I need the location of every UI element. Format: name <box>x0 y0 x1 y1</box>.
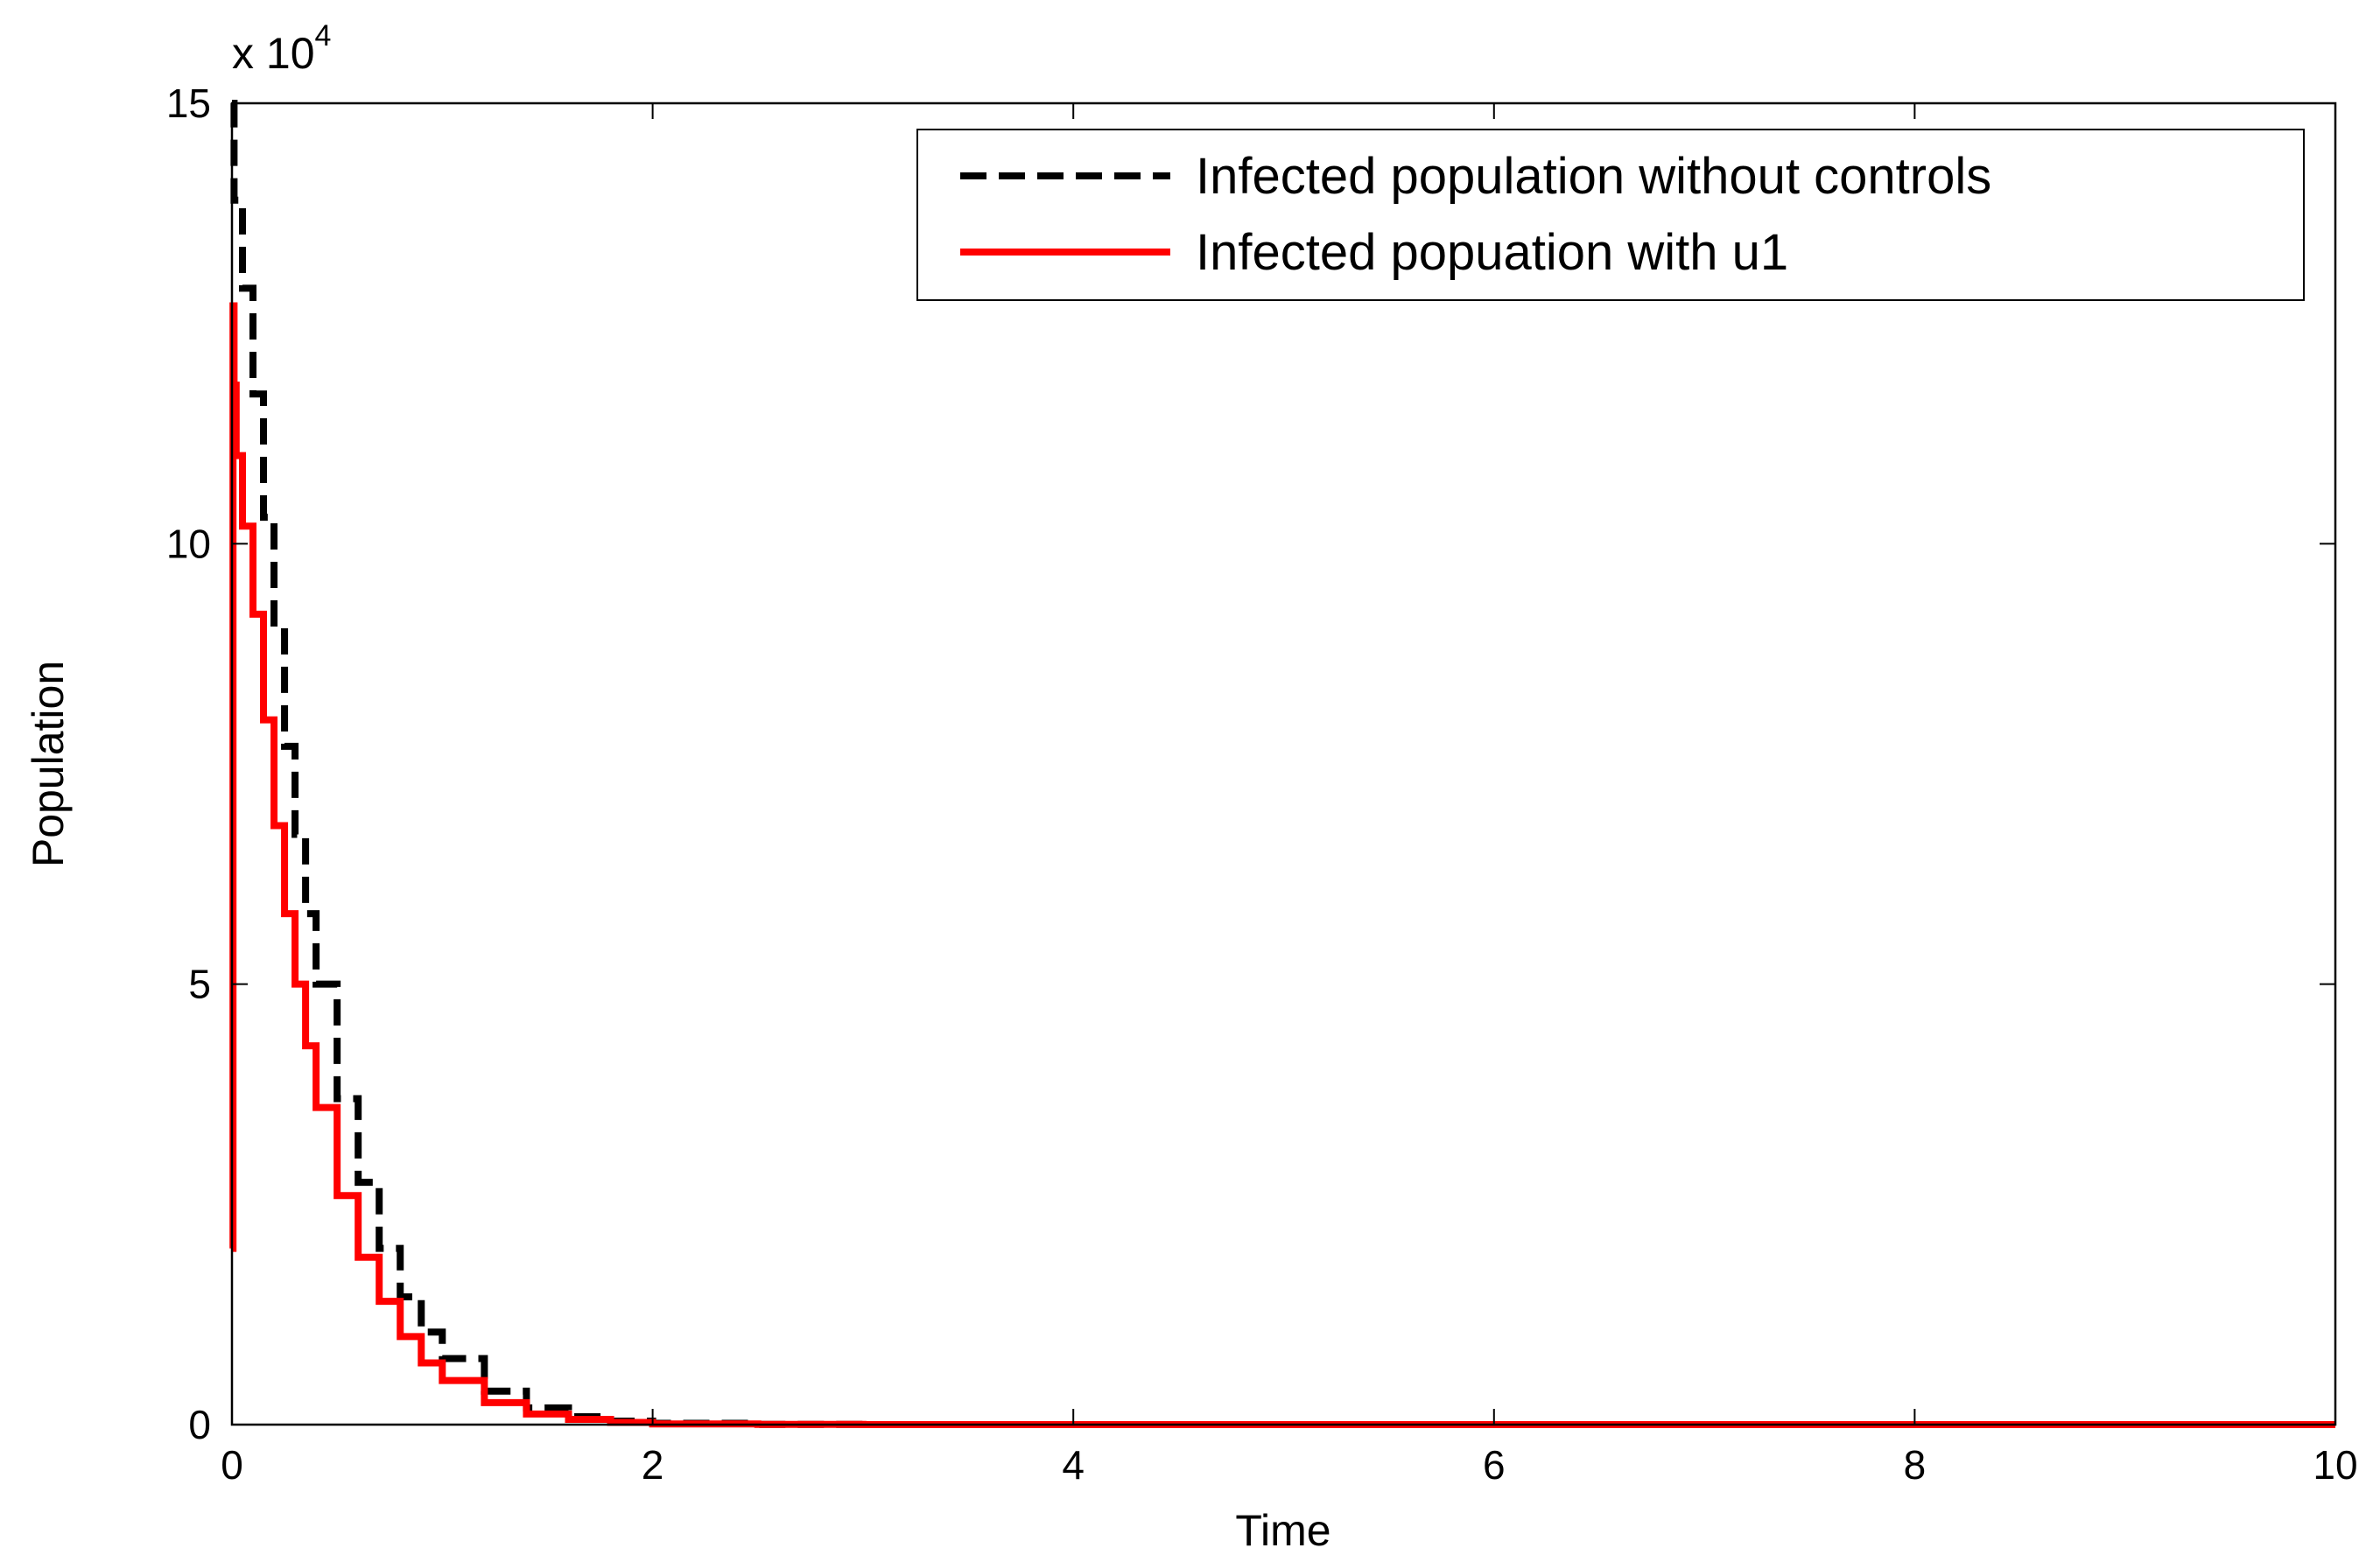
legend: Infected population without controls Inf… <box>916 129 2305 301</box>
x-tick-label-10: 10 <box>2313 1442 2357 1488</box>
y-tick-label-0: 0 <box>188 1402 211 1447</box>
y-tick-label-15: 15 <box>166 81 211 126</box>
legend-label-with-u1: Infected popuation with u1 <box>1196 224 1788 281</box>
x-tick-label-2: 2 <box>642 1442 664 1488</box>
x-tick-label-8: 8 <box>1904 1442 1927 1488</box>
x-tick-label-4: 4 <box>1062 1442 1085 1488</box>
ticks-layer: 0 2 4 6 8 10 0 5 10 15 <box>166 81 2358 1488</box>
x-tick-label-6: 6 <box>1483 1442 1506 1488</box>
x-axis-title: Time <box>1235 1506 1330 1555</box>
plot-frame <box>230 102 2337 1426</box>
x-tick-label-0: 0 <box>221 1442 243 1488</box>
plot-background <box>232 103 2335 1425</box>
y-tick-label-10: 10 <box>166 521 211 566</box>
y-axis-title: Population <box>24 661 73 867</box>
y-multiplier-label: x 104 <box>232 19 331 78</box>
legend-label-without-controls: Infected population without controls <box>1196 148 1991 205</box>
y-tick-label-5: 5 <box>188 962 211 1007</box>
legend-box <box>916 129 2305 301</box>
